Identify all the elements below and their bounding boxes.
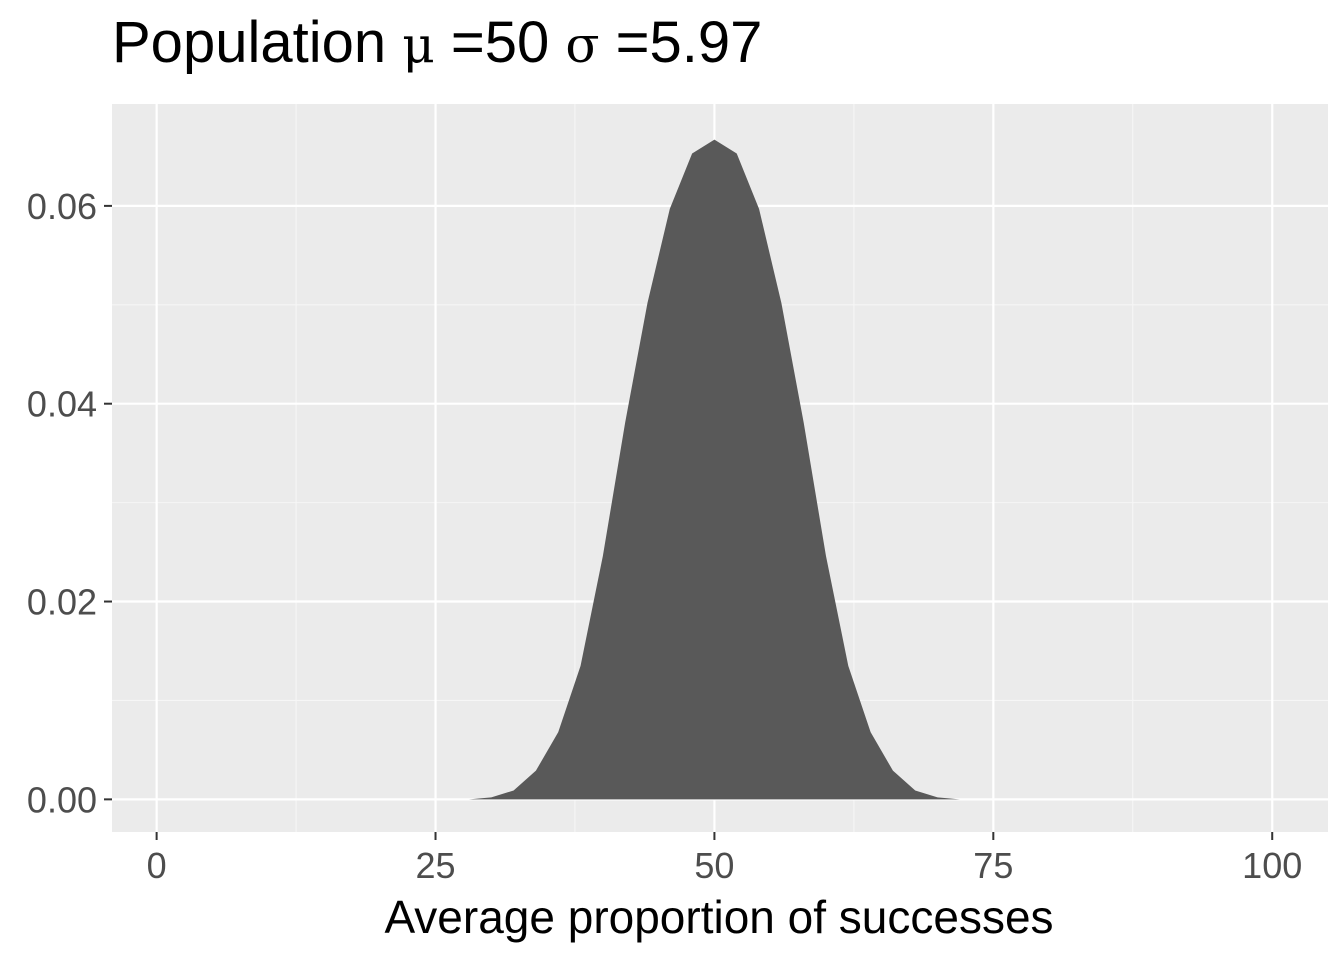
x-tick-label: 50 [694,845,734,886]
y-tick-label: 0.04 [27,384,97,425]
x-tick-label: 0 [147,845,167,886]
title-sigma-value: =5.97 [600,10,763,75]
title-mu-symbol: μ [402,16,435,74]
density-area [468,139,960,800]
x-tick-label: 25 [415,845,455,886]
axis-ticks [104,204,1274,840]
series-layer [468,139,960,800]
y-tick-label: 0.00 [27,779,97,820]
x-axis-title: Average proportion of successes [384,891,1053,943]
tick-labels: 0 25 50 75 100 0.00 0.02 0.04 0.06 [27,186,1302,886]
x-tick-label: 100 [1242,845,1302,886]
y-tick-label: 0.02 [27,582,97,623]
chart-title: Population μ =50 σ =5.97 [112,10,762,75]
title-prefix: Population [112,10,402,75]
y-tick-label: 0.06 [27,186,97,227]
x-tick-label: 75 [973,845,1013,886]
title-sigma-symbol: σ [565,16,599,74]
title-mu-value: =50 [435,10,566,75]
